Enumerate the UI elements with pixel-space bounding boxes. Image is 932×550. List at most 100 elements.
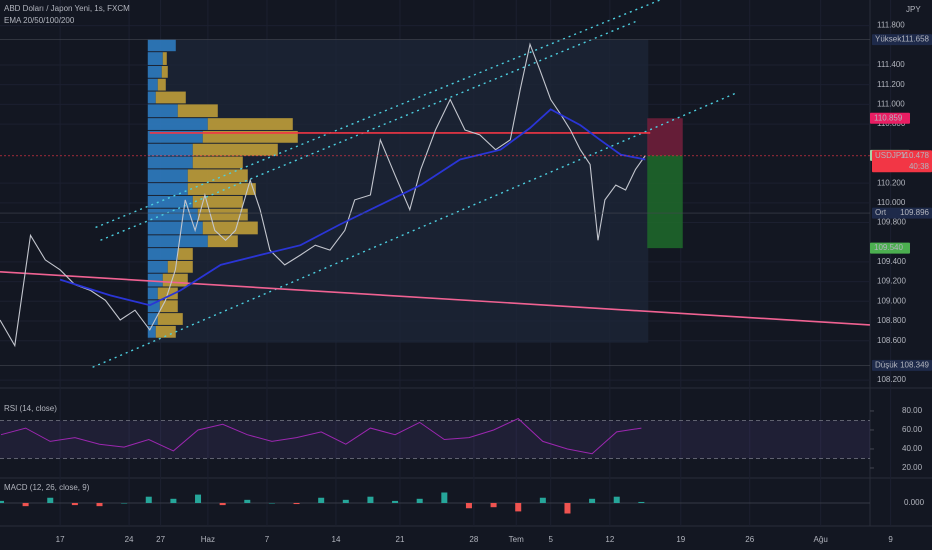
x-tick-label: 28	[469, 535, 478, 544]
volume-buy	[147, 221, 203, 235]
volume-buy	[147, 273, 163, 287]
volume-sell	[207, 235, 238, 248]
macd-bar	[170, 498, 177, 503]
volume-sell	[159, 300, 178, 313]
macd-bar	[367, 496, 374, 503]
volume-sell	[161, 65, 168, 78]
y-tick-label: 109.800	[877, 218, 906, 227]
macd-bar	[342, 499, 349, 503]
volume-buy	[147, 208, 198, 221]
y-tick-label: 108.200	[877, 375, 906, 384]
volume-buy	[147, 104, 178, 118]
macd-bar	[244, 499, 251, 503]
macd-bar	[195, 494, 202, 503]
volume-sell	[157, 78, 166, 91]
y-tick-label: 108.600	[877, 336, 906, 345]
x-tick-label: 21	[396, 535, 405, 544]
volume-buy	[147, 39, 176, 52]
y-tick-label: 111.200	[877, 80, 905, 89]
volume-buy	[147, 313, 158, 325]
volume-sell	[155, 325, 176, 338]
volume-sell	[155, 91, 186, 104]
macd-bar	[392, 500, 399, 503]
volume-sell	[197, 208, 248, 221]
volume-sell	[177, 248, 193, 260]
price-label-box	[872, 359, 932, 371]
x-tick-label: 24	[125, 535, 134, 544]
price-label-box	[872, 34, 932, 46]
volume-sell	[162, 273, 188, 287]
volume-sell	[207, 118, 293, 130]
volume-buy	[147, 52, 163, 65]
indicator-legend: EMA 20/50/100/200	[4, 16, 75, 25]
macd-bar	[638, 501, 645, 503]
macd-bar	[318, 497, 325, 503]
macd-bar	[564, 503, 571, 514]
macd-bar	[515, 503, 522, 512]
x-tick-label: Ağu	[814, 535, 828, 544]
price-label-value: 111.658	[901, 35, 929, 44]
macd-bar	[441, 492, 448, 503]
volume-sell	[187, 169, 248, 183]
y-tick-label: 110.200	[877, 178, 906, 187]
y-tick-label: 111.800	[877, 21, 905, 30]
volume-sell	[192, 143, 278, 156]
macd-bar	[47, 497, 54, 503]
volume-buy	[147, 248, 178, 260]
macd-bar	[465, 503, 472, 509]
price-label-name: Ort	[875, 208, 887, 217]
macd-bar	[613, 496, 620, 503]
macd-bar	[589, 498, 596, 503]
macd-tick-label: 0.000	[904, 498, 925, 507]
x-tick-label: Tem	[509, 535, 524, 544]
macd-bar	[96, 503, 103, 507]
macd-bar	[121, 503, 128, 504]
price-label-value: 109.896	[900, 208, 929, 217]
trend-line	[100, 21, 636, 241]
price-label-value: 110.859	[874, 113, 903, 122]
position-stop	[647, 155, 683, 249]
rsi-title: RSI (14, close)	[4, 404, 57, 413]
price-label-value: 110.478	[901, 151, 930, 160]
price-label-box	[870, 242, 910, 254]
rsi-tick-label: 80.00	[902, 406, 923, 415]
trend-line	[0, 270, 870, 326]
x-tick-label: 26	[745, 535, 754, 544]
rsi-band	[0, 420, 870, 459]
x-tick-label: 27	[156, 535, 165, 544]
volume-sell	[162, 52, 167, 65]
volume-buy	[147, 195, 193, 208]
x-tick-label: 7	[265, 535, 270, 544]
volume-buy	[147, 235, 208, 248]
macd-bar	[71, 503, 78, 506]
macd-bar	[293, 503, 300, 505]
currency-label: JPY	[906, 5, 921, 14]
y-tick-label: 108.800	[877, 316, 906, 325]
macd-bar	[22, 503, 29, 507]
y-tick-label: 109.400	[877, 257, 906, 266]
volume-sell	[192, 195, 243, 208]
volume-buy	[147, 183, 188, 195]
volume-buy	[147, 91, 156, 104]
volume-buy	[147, 65, 162, 78]
price-line	[59, 108, 646, 307]
volume-sell	[157, 313, 183, 325]
price-label-name: Düşük	[875, 361, 899, 370]
macd-bar	[145, 496, 152, 503]
macd-bar	[416, 498, 423, 503]
macd-bar	[268, 503, 275, 504]
price-label-value: 108.349	[900, 361, 929, 370]
position-target	[647, 118, 683, 156]
x-tick-label: Haz	[201, 535, 215, 544]
volume-sell	[177, 104, 218, 118]
y-tick-label: 109.200	[877, 277, 906, 286]
volume-buy	[147, 143, 193, 156]
price-label-box	[870, 112, 910, 124]
x-tick-label: 5	[549, 535, 554, 544]
x-tick-label: 12	[605, 535, 614, 544]
x-tick-label: 17	[56, 535, 65, 544]
volume-buy	[147, 169, 188, 183]
volume-sell	[192, 156, 243, 169]
